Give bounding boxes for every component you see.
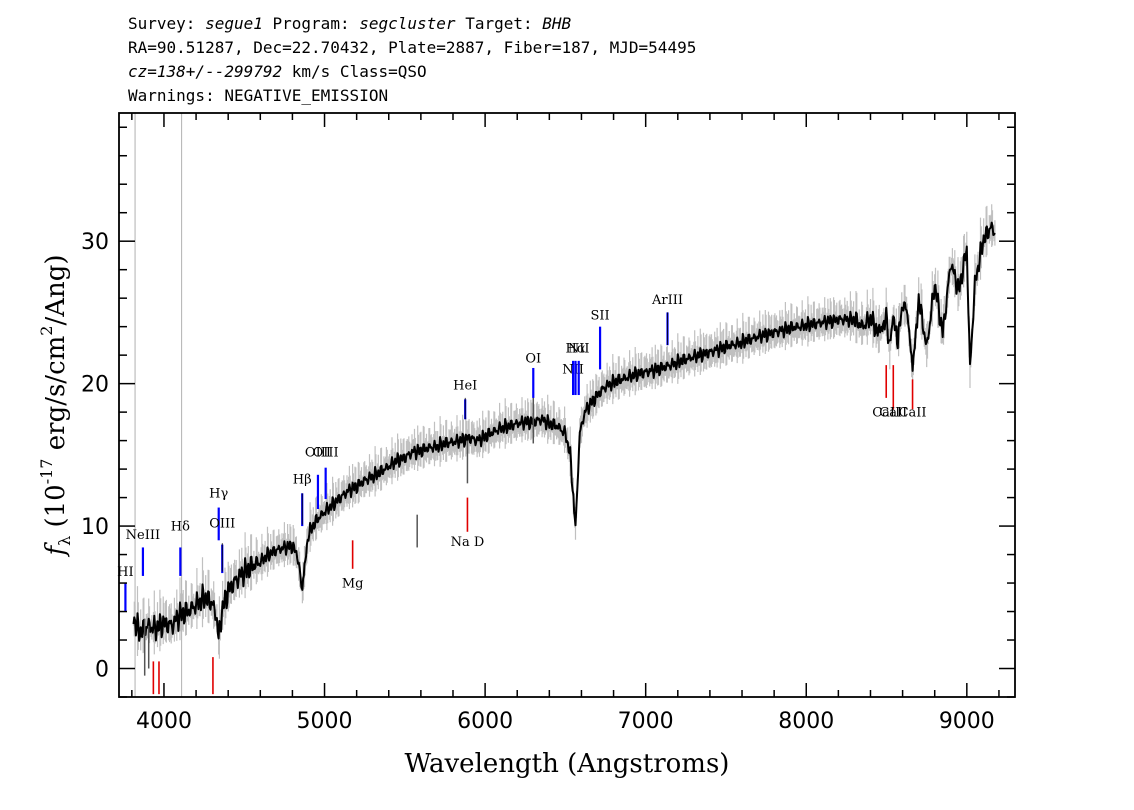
y-tick-label: 10 <box>81 515 109 540</box>
program-label: Program: <box>272 14 350 33</box>
line-marker-label: OIII <box>209 516 235 531</box>
y-tick-label: 0 <box>95 658 109 683</box>
line-marker-label: CaII <box>872 405 900 420</box>
y-tick-label: 30 <box>81 230 109 255</box>
line-marker-label: Hβ <box>293 472 312 487</box>
line-marker-label: NeIII <box>126 528 160 543</box>
survey-label: Survey: <box>128 14 196 33</box>
y-axis-title-part: /Ang) <box>41 254 71 325</box>
series-group <box>132 204 996 676</box>
cz-value: cz=138+/--299792 <box>128 62 283 81</box>
y-tick-label: 20 <box>81 373 109 398</box>
line-marker-label: Hα <box>565 341 585 356</box>
line-marker-label: CaII <box>879 405 907 420</box>
y-axis-title-part: -17 <box>37 459 56 485</box>
header-line-cz: cz=138+/--299792 km/s Class=QSO <box>128 60 696 84</box>
cz-unit-class: km/s Class=QSO <box>291 62 427 81</box>
y-axis-title-part: erg/s/cm <box>41 336 71 459</box>
x-tick-label: 9000 <box>939 709 995 734</box>
spectrum-header: Survey: segue1 Program: segcluster Targe… <box>128 12 696 108</box>
line-marker-label: OI <box>525 351 541 366</box>
y-axis-title: fλ (10-17 erg/s/cm2/Ang) <box>37 254 74 557</box>
header-line-warnings: Warnings: NEGATIVE_EMISSION <box>128 86 389 105</box>
plot-frame <box>118 112 1016 698</box>
header-line-coords: RA=90.51287, Dec=22.70432, Plate=2887, F… <box>128 38 697 57</box>
line-marker-label: NII <box>568 341 590 356</box>
x-tick-label: 6000 <box>457 709 513 734</box>
x-tick-label: 4000 <box>136 709 192 734</box>
target-label: Target: <box>465 14 533 33</box>
line-marker-label: OIII <box>313 445 339 460</box>
line-marker-label: Hγ <box>209 487 228 502</box>
line-marker-label: HI <box>117 565 133 580</box>
survey-value: segue1 <box>205 14 263 33</box>
y-axis-title-part: λ <box>55 536 74 546</box>
line-marker-label: Na D <box>451 535 485 550</box>
header-line-survey: Survey: segue1 Program: segcluster Targe… <box>128 12 696 36</box>
line-marker-label: Hδ <box>171 519 190 534</box>
x-tick-label: 5000 <box>297 709 353 734</box>
program-value: segcluster <box>359 14 456 33</box>
x-tick-label: 8000 <box>778 709 834 734</box>
line-marker-label: ArIII <box>651 293 683 308</box>
line-marker-label: HeI <box>453 378 477 393</box>
y-axis-title-part: 2 <box>37 326 56 336</box>
y-axis-title-part: (10 <box>41 484 71 536</box>
line-marker-label: OIII <box>305 445 331 460</box>
line-marker-label: Mg <box>342 576 364 591</box>
target-value: BHB <box>542 14 572 33</box>
flux-line <box>132 221 996 642</box>
x-axis-title: Wavelength (Angstroms) <box>405 749 730 779</box>
line-marker-label: SII <box>590 309 609 324</box>
line-marker-label: NII <box>562 363 584 378</box>
line-marker-label: CaII <box>899 405 927 420</box>
x-tick-label: 7000 <box>618 709 674 734</box>
